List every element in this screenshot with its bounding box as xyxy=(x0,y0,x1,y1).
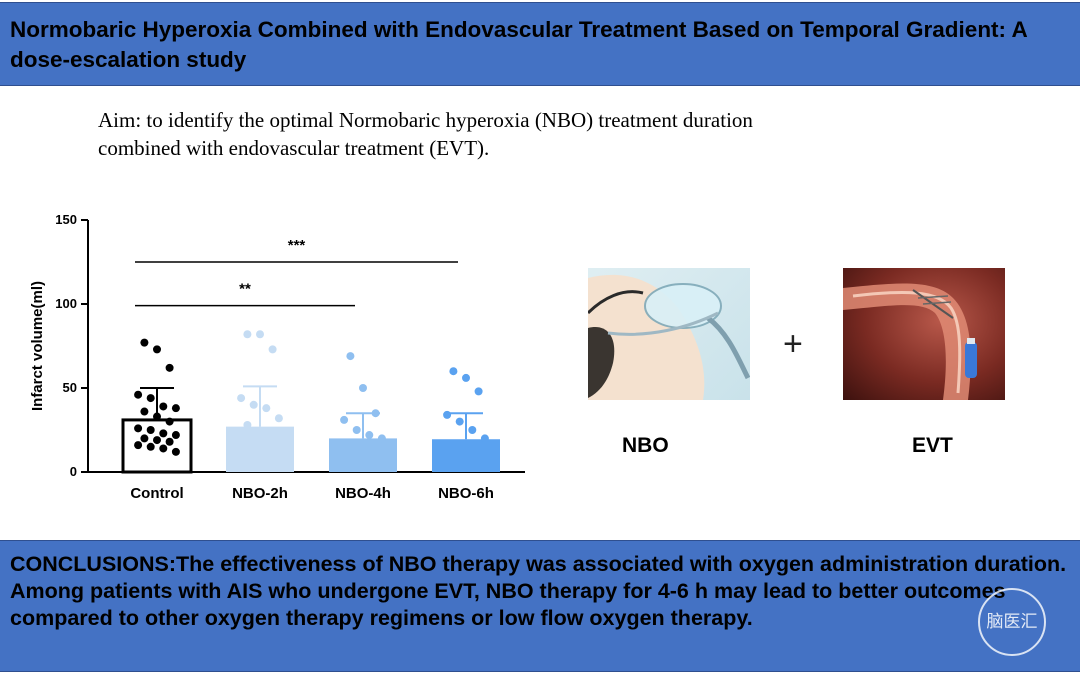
data-point xyxy=(171,431,180,440)
data-point xyxy=(237,394,246,403)
evt-catheter-image xyxy=(843,268,1005,400)
data-point xyxy=(140,407,149,416)
watermark-logo: 脑医汇 xyxy=(978,588,1046,656)
data-point xyxy=(140,434,149,443)
data-point xyxy=(146,426,155,434)
data-point xyxy=(153,345,161,354)
data-point xyxy=(146,442,155,451)
category-label: NBO-4h xyxy=(335,485,391,502)
y-tick-label: 150 xyxy=(55,212,77,227)
significance-label: ** xyxy=(239,281,251,298)
bar-nbo-6h xyxy=(432,439,500,472)
data-point xyxy=(480,434,489,443)
data-point xyxy=(268,345,277,354)
conclusion-banner: CONCLUSIONS:The effectiveness of NBO the… xyxy=(0,540,1080,672)
data-point xyxy=(165,437,174,446)
bar-nbo-2h xyxy=(226,426,294,472)
data-point xyxy=(159,444,168,453)
data-point xyxy=(243,420,252,429)
category-label: NBO-2h xyxy=(232,485,288,502)
infarct-volume-chart: 0 50 100 150 Infarct volume(ml) Control NBO-2h… xyxy=(29,212,525,502)
data-point xyxy=(262,404,271,413)
aim-text: Aim: to identify the optimal Normobaric … xyxy=(98,108,753,160)
data-point xyxy=(359,384,367,392)
title-banner: Normobaric Hyperoxia Combined with Endov… xyxy=(0,2,1080,86)
conclusion-text: CONCLUSIONS:The effectiveness of NBO the… xyxy=(10,552,1067,630)
data-point xyxy=(165,417,174,426)
data-point xyxy=(474,387,483,396)
bar-nbo-4h xyxy=(329,438,397,472)
data-point xyxy=(159,429,168,438)
page-title: Normobaric Hyperoxia Combined with Endov… xyxy=(10,17,1027,72)
data-point xyxy=(140,338,149,347)
data-point xyxy=(153,412,161,421)
nbo-label: NBO xyxy=(622,434,669,457)
evt-label: EVT xyxy=(912,434,953,457)
data-point xyxy=(274,414,283,423)
data-point xyxy=(377,434,386,443)
data-point xyxy=(346,352,355,361)
category-label: NBO-6h xyxy=(438,485,494,502)
data-point xyxy=(165,363,174,372)
data-point xyxy=(449,367,458,376)
data-point xyxy=(455,417,464,426)
category-label: Control xyxy=(130,485,183,502)
data-point xyxy=(134,390,143,399)
data-point xyxy=(365,431,374,440)
data-point xyxy=(171,447,180,456)
data-point xyxy=(159,402,168,411)
data-point xyxy=(146,394,155,403)
y-tick-label: 100 xyxy=(55,296,77,311)
data-point xyxy=(256,330,264,339)
data-point xyxy=(153,436,161,445)
data-point xyxy=(371,409,380,418)
data-point xyxy=(171,404,180,413)
y-axis-label: Infarct volume(ml) xyxy=(29,281,46,411)
data-point xyxy=(243,330,252,339)
data-point xyxy=(443,410,452,419)
data-point xyxy=(249,400,258,409)
significance-label: *** xyxy=(288,237,306,254)
plus-sign: + xyxy=(783,325,803,363)
bar-control xyxy=(121,418,193,474)
data-point xyxy=(352,426,361,434)
data-point xyxy=(468,426,477,434)
nbo-oxygen-mask-image xyxy=(588,268,750,400)
data-point xyxy=(134,441,143,450)
data-point xyxy=(340,415,349,424)
data-point xyxy=(462,373,470,382)
y-tick-label: 0 xyxy=(70,464,77,479)
data-point xyxy=(134,424,143,433)
y-tick-label: 50 xyxy=(63,380,77,395)
